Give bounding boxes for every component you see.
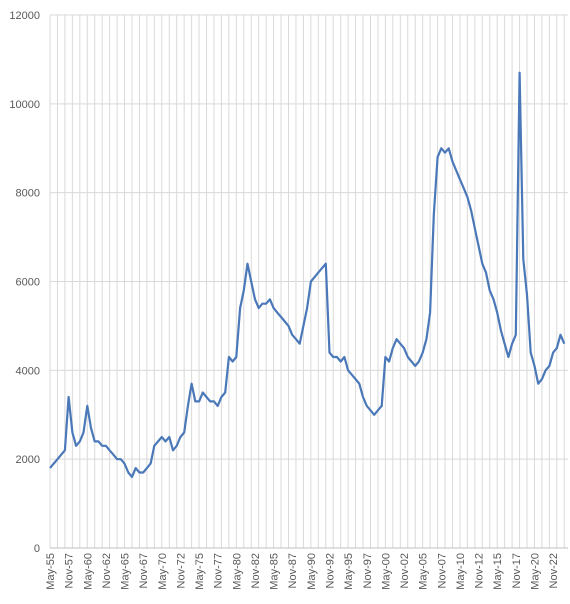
- x-tick-label: May-05: [418, 553, 430, 590]
- x-tick-label: Nov-82: [250, 553, 262, 588]
- x-tick-label: May-00: [380, 553, 392, 590]
- y-tick-label: 8000: [16, 188, 40, 200]
- x-tick-label: May-65: [120, 553, 132, 590]
- x-tick-label: Nov-77: [213, 553, 225, 588]
- x-tick-label: Nov-07: [436, 553, 448, 588]
- x-tick-label: May-95: [343, 553, 355, 590]
- x-tick-label: Nov-02: [399, 553, 411, 588]
- x-tick-label: Nov-67: [138, 553, 150, 588]
- x-tick-label: May-15: [492, 553, 504, 590]
- x-tick-label: Nov-22: [548, 553, 560, 588]
- x-tick-label: May-10: [455, 553, 467, 590]
- x-tick-label: May-20: [529, 553, 541, 590]
- x-tick-label: May-80: [231, 553, 243, 590]
- data-line: [49, 71, 566, 478]
- x-tick-label: May-55: [45, 553, 57, 590]
- y-tick-label: 12000: [9, 10, 40, 22]
- x-tick-label: Nov-92: [324, 553, 336, 588]
- x-tick-label: Nov-87: [287, 553, 299, 588]
- y-tick-label: 0: [34, 543, 40, 555]
- y-tick-label: 6000: [16, 277, 40, 289]
- x-tick-label: Nov-72: [175, 553, 187, 588]
- x-tick-label: Nov-57: [64, 553, 76, 588]
- x-tick-label: May-60: [82, 553, 94, 590]
- x-tick-label: May-75: [194, 553, 206, 590]
- y-tick-label: 2000: [16, 454, 40, 466]
- x-tick-label: May-90: [306, 553, 318, 590]
- x-tick-label: Nov-12: [474, 553, 486, 588]
- y-tick-label: 10000: [9, 99, 40, 111]
- x-tick-label: May-85: [269, 553, 281, 590]
- x-tick-label: May-70: [157, 553, 169, 590]
- x-tick-label: Nov-17: [511, 553, 523, 588]
- x-tick-label: Nov-62: [101, 553, 113, 588]
- y-tick-label: 4000: [16, 365, 40, 377]
- x-tick-label: Nov-97: [362, 553, 374, 588]
